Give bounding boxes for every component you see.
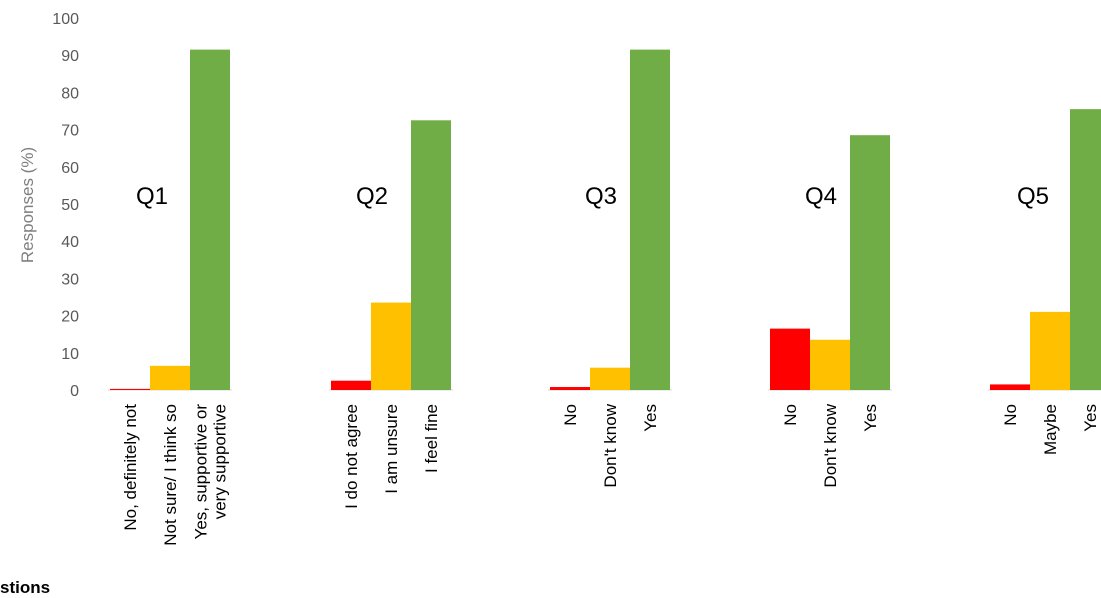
group-label: Q4	[805, 183, 837, 210]
category-label: Don't know	[821, 403, 840, 487]
y-tick-label: 50	[61, 197, 79, 214]
bar	[190, 49, 230, 391]
category-label: No	[1001, 404, 1020, 426]
y-tick-label: 20	[61, 309, 79, 326]
bar	[110, 388, 150, 390]
group-label: Q1	[136, 183, 168, 210]
category-label: Not sure/ I think so	[161, 404, 180, 546]
category-label: Yes	[641, 404, 660, 432]
category-label: Yes, supportive orvery supportive	[192, 404, 230, 540]
y-tick-label: 0	[70, 383, 79, 400]
category-label: Yes	[1081, 404, 1100, 432]
bar	[550, 387, 590, 390]
bar	[630, 49, 670, 391]
bar	[1030, 311, 1070, 390]
bar	[990, 384, 1030, 390]
bars	[108, 49, 1101, 391]
category-label: No, definitely not	[121, 404, 140, 531]
bar	[810, 339, 850, 390]
y-tick-label: 100	[52, 11, 79, 28]
group-label: Q5	[1017, 183, 1049, 210]
bar	[1070, 109, 1101, 390]
group-label: Q2	[356, 183, 388, 210]
group-label: Q3	[585, 183, 617, 210]
y-tick-label: 60	[61, 160, 79, 177]
y-axis-label: Responses (%)	[18, 147, 37, 263]
bar	[150, 365, 190, 390]
bar	[590, 367, 630, 390]
y-tick-label: 40	[61, 234, 79, 251]
bar	[371, 302, 411, 390]
bar	[850, 135, 890, 390]
category-label: No	[561, 404, 580, 426]
category-label: No	[781, 404, 800, 426]
y-tick-label: 70	[61, 123, 79, 140]
bar	[770, 328, 810, 390]
category-label: I am unsure	[382, 404, 401, 494]
category-labels: No, definitely not Not sure/ I think so Ye…	[121, 183, 1100, 546]
y-tick-label: 80	[61, 85, 79, 102]
category-label: Don't know	[601, 403, 620, 487]
y-tick-label: 10	[61, 346, 79, 363]
category-label: Yes	[861, 404, 880, 432]
bar	[331, 380, 371, 390]
category-label: I feel fine	[422, 404, 441, 473]
y-tick-label: 30	[61, 271, 79, 288]
category-label: I do not agree	[342, 404, 361, 509]
y-axis: 0 10 20 30 40 50 60 70 80 90 100	[52, 11, 79, 400]
category-label: Maybe	[1041, 404, 1060, 455]
bar	[411, 120, 451, 391]
footer-text: stions	[0, 578, 51, 597]
y-tick-label: 90	[61, 48, 79, 65]
